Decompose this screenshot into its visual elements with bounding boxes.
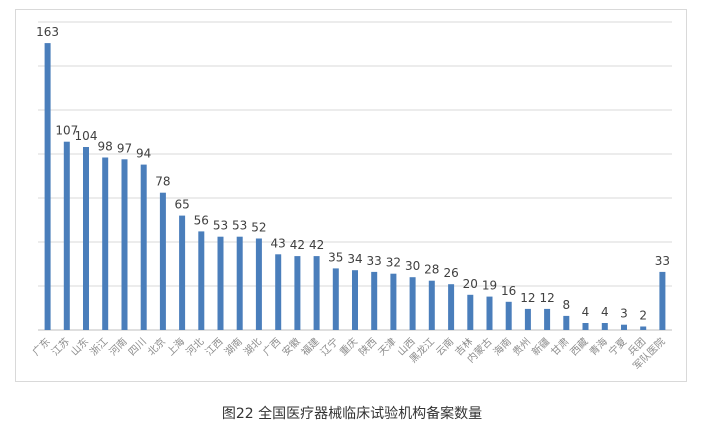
bar-16 [352,270,358,330]
tick-label-27: 甘肃 [548,335,571,358]
value-label-27: 8 [562,298,570,312]
tick-label-16: 重庆 [337,335,360,358]
tick-label-7: 上海 [164,335,187,358]
tick-label-24: 海南 [490,335,513,358]
tick-label-1: 江苏 [49,335,72,358]
value-label-22: 20 [463,277,478,291]
bar-28 [582,323,589,330]
bar-19 [409,277,416,330]
bar-25 [524,308,531,330]
value-label-30: 3 [620,307,628,321]
bar-22 [467,294,474,330]
value-label-32: 33 [655,254,670,268]
bar-8 [198,231,205,330]
category-tick-labels: 广东江苏山东浙江河南四川北京上海河北江西湖南湖北广西安徽福建辽宁重庆陕西天津山西… [29,335,667,372]
tick-label-28: 西藏 [568,336,591,359]
value-label-8: 56 [194,213,209,227]
value-label-31: 2 [639,309,647,323]
tick-label-25: 贵州 [510,335,533,358]
tick-label-6: 北京 [145,335,168,358]
tick-label-26: 新疆 [529,335,552,358]
tick-label-3: 浙江 [88,336,111,359]
value-label-21: 26 [443,266,458,280]
bar-3 [102,157,109,330]
tick-label-8: 河北 [184,336,207,359]
value-label-6: 78 [155,175,170,189]
bar-30 [621,324,627,330]
bar-2 [83,147,89,330]
value-label-28: 4 [582,305,590,319]
tick-label-0: 广东 [29,335,52,358]
bar-6 [159,192,166,330]
value-label-17: 33 [367,254,382,268]
value-label-10: 53 [232,219,247,233]
value-label-12: 43 [271,236,286,250]
tick-label-12: 广西 [261,336,284,359]
bar-29 [601,323,608,330]
tick-label-30: 宁夏 [606,335,629,358]
tick-label-18: 天津 [376,336,399,359]
value-label-15: 35 [328,250,343,264]
value-label-14: 42 [309,238,324,252]
bar-17 [371,271,378,330]
value-label-16: 34 [347,252,362,266]
bar-26 [544,308,551,330]
tick-label-17: 陕西 [356,335,379,358]
tick-label-11: 湖北 [241,336,264,359]
tick-label-14: 福建 [298,335,321,358]
value-label-1: 107 [55,124,78,138]
bar-27 [563,315,570,330]
value-label-3: 98 [98,140,113,154]
value-label-11: 52 [251,221,266,235]
bar-12 [275,254,282,330]
bar-31 [640,326,647,330]
value-label-7: 65 [174,198,189,212]
bar-10 [236,236,243,330]
bar-5 [140,164,147,330]
bar-20 [428,280,435,330]
bar-7 [179,215,186,330]
figure-caption: 图22 全国医疗器械临床试验机构备案数量 [221,406,483,422]
value-label-24: 16 [501,284,516,298]
value-label-29: 4 [601,305,609,319]
value-label-9: 53 [213,219,228,233]
tick-label-13: 安徽 [279,335,302,358]
tick-label-10: 湖南 [221,335,244,358]
tick-label-21: 云南 [433,335,456,358]
value-label-25: 12 [520,291,535,305]
tick-label-9: 江西 [203,336,226,359]
bar-1 [63,141,70,330]
value-label-23: 19 [482,279,497,293]
tick-label-4: 河南 [106,335,129,358]
value-label-0: 163 [36,25,59,39]
tick-label-2: 山东 [68,335,91,358]
value-label-18: 32 [386,256,401,270]
tick-label-15: 辽宁 [318,335,341,358]
bar-15 [332,268,339,330]
value-label-19: 30 [405,259,420,273]
bar-13 [294,256,301,330]
value-label-20: 28 [424,263,439,277]
value-label-13: 42 [290,238,305,252]
bar-21 [448,284,455,330]
bar-18 [390,273,397,330]
value-label-2: 104 [75,129,98,143]
tick-label-29: 青海 [587,335,610,358]
tick-label-5: 四川 [127,336,149,358]
bar-0 [44,43,51,330]
value-label-4: 97 [117,141,132,155]
bar-24 [505,301,512,330]
bar-11 [255,238,262,330]
bar-32 [659,271,666,330]
bar-4 [121,159,128,330]
bar-23 [486,296,493,330]
bar-9 [217,236,224,330]
value-label-5: 94 [136,147,151,161]
value-label-26: 12 [539,291,554,305]
bars [44,43,666,330]
bar-14 [313,256,320,330]
